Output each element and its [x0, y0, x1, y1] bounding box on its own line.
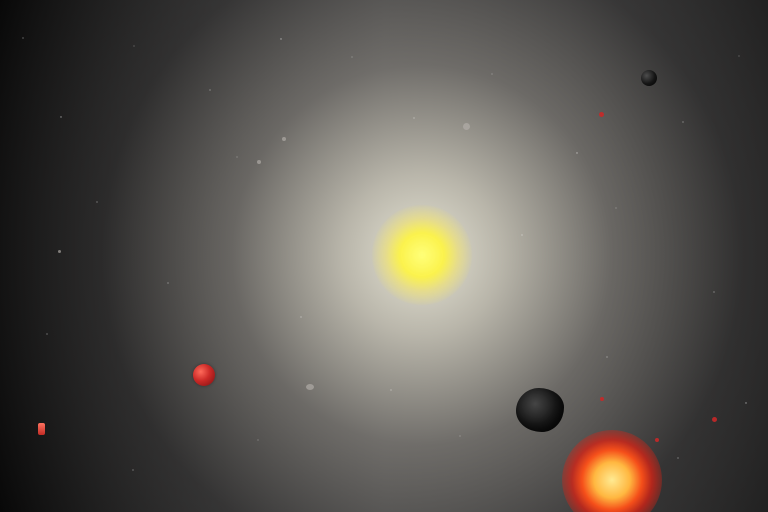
red-planet — [193, 364, 215, 386]
small-space-debris — [712, 417, 717, 422]
small-space-debris — [306, 384, 314, 390]
red-star — [562, 430, 662, 512]
small-space-debris — [282, 137, 286, 141]
dark-asteroid — [516, 388, 564, 432]
small-space-debris — [257, 160, 261, 164]
small-dark-moon — [641, 70, 657, 86]
small-space-debris — [463, 123, 470, 130]
yellow-star — [372, 205, 472, 305]
small-red-fragment — [38, 423, 45, 435]
small-space-debris — [600, 397, 604, 401]
small-space-debris — [599, 112, 604, 117]
small-space-debris — [655, 438, 659, 442]
small-space-debris — [58, 250, 61, 253]
